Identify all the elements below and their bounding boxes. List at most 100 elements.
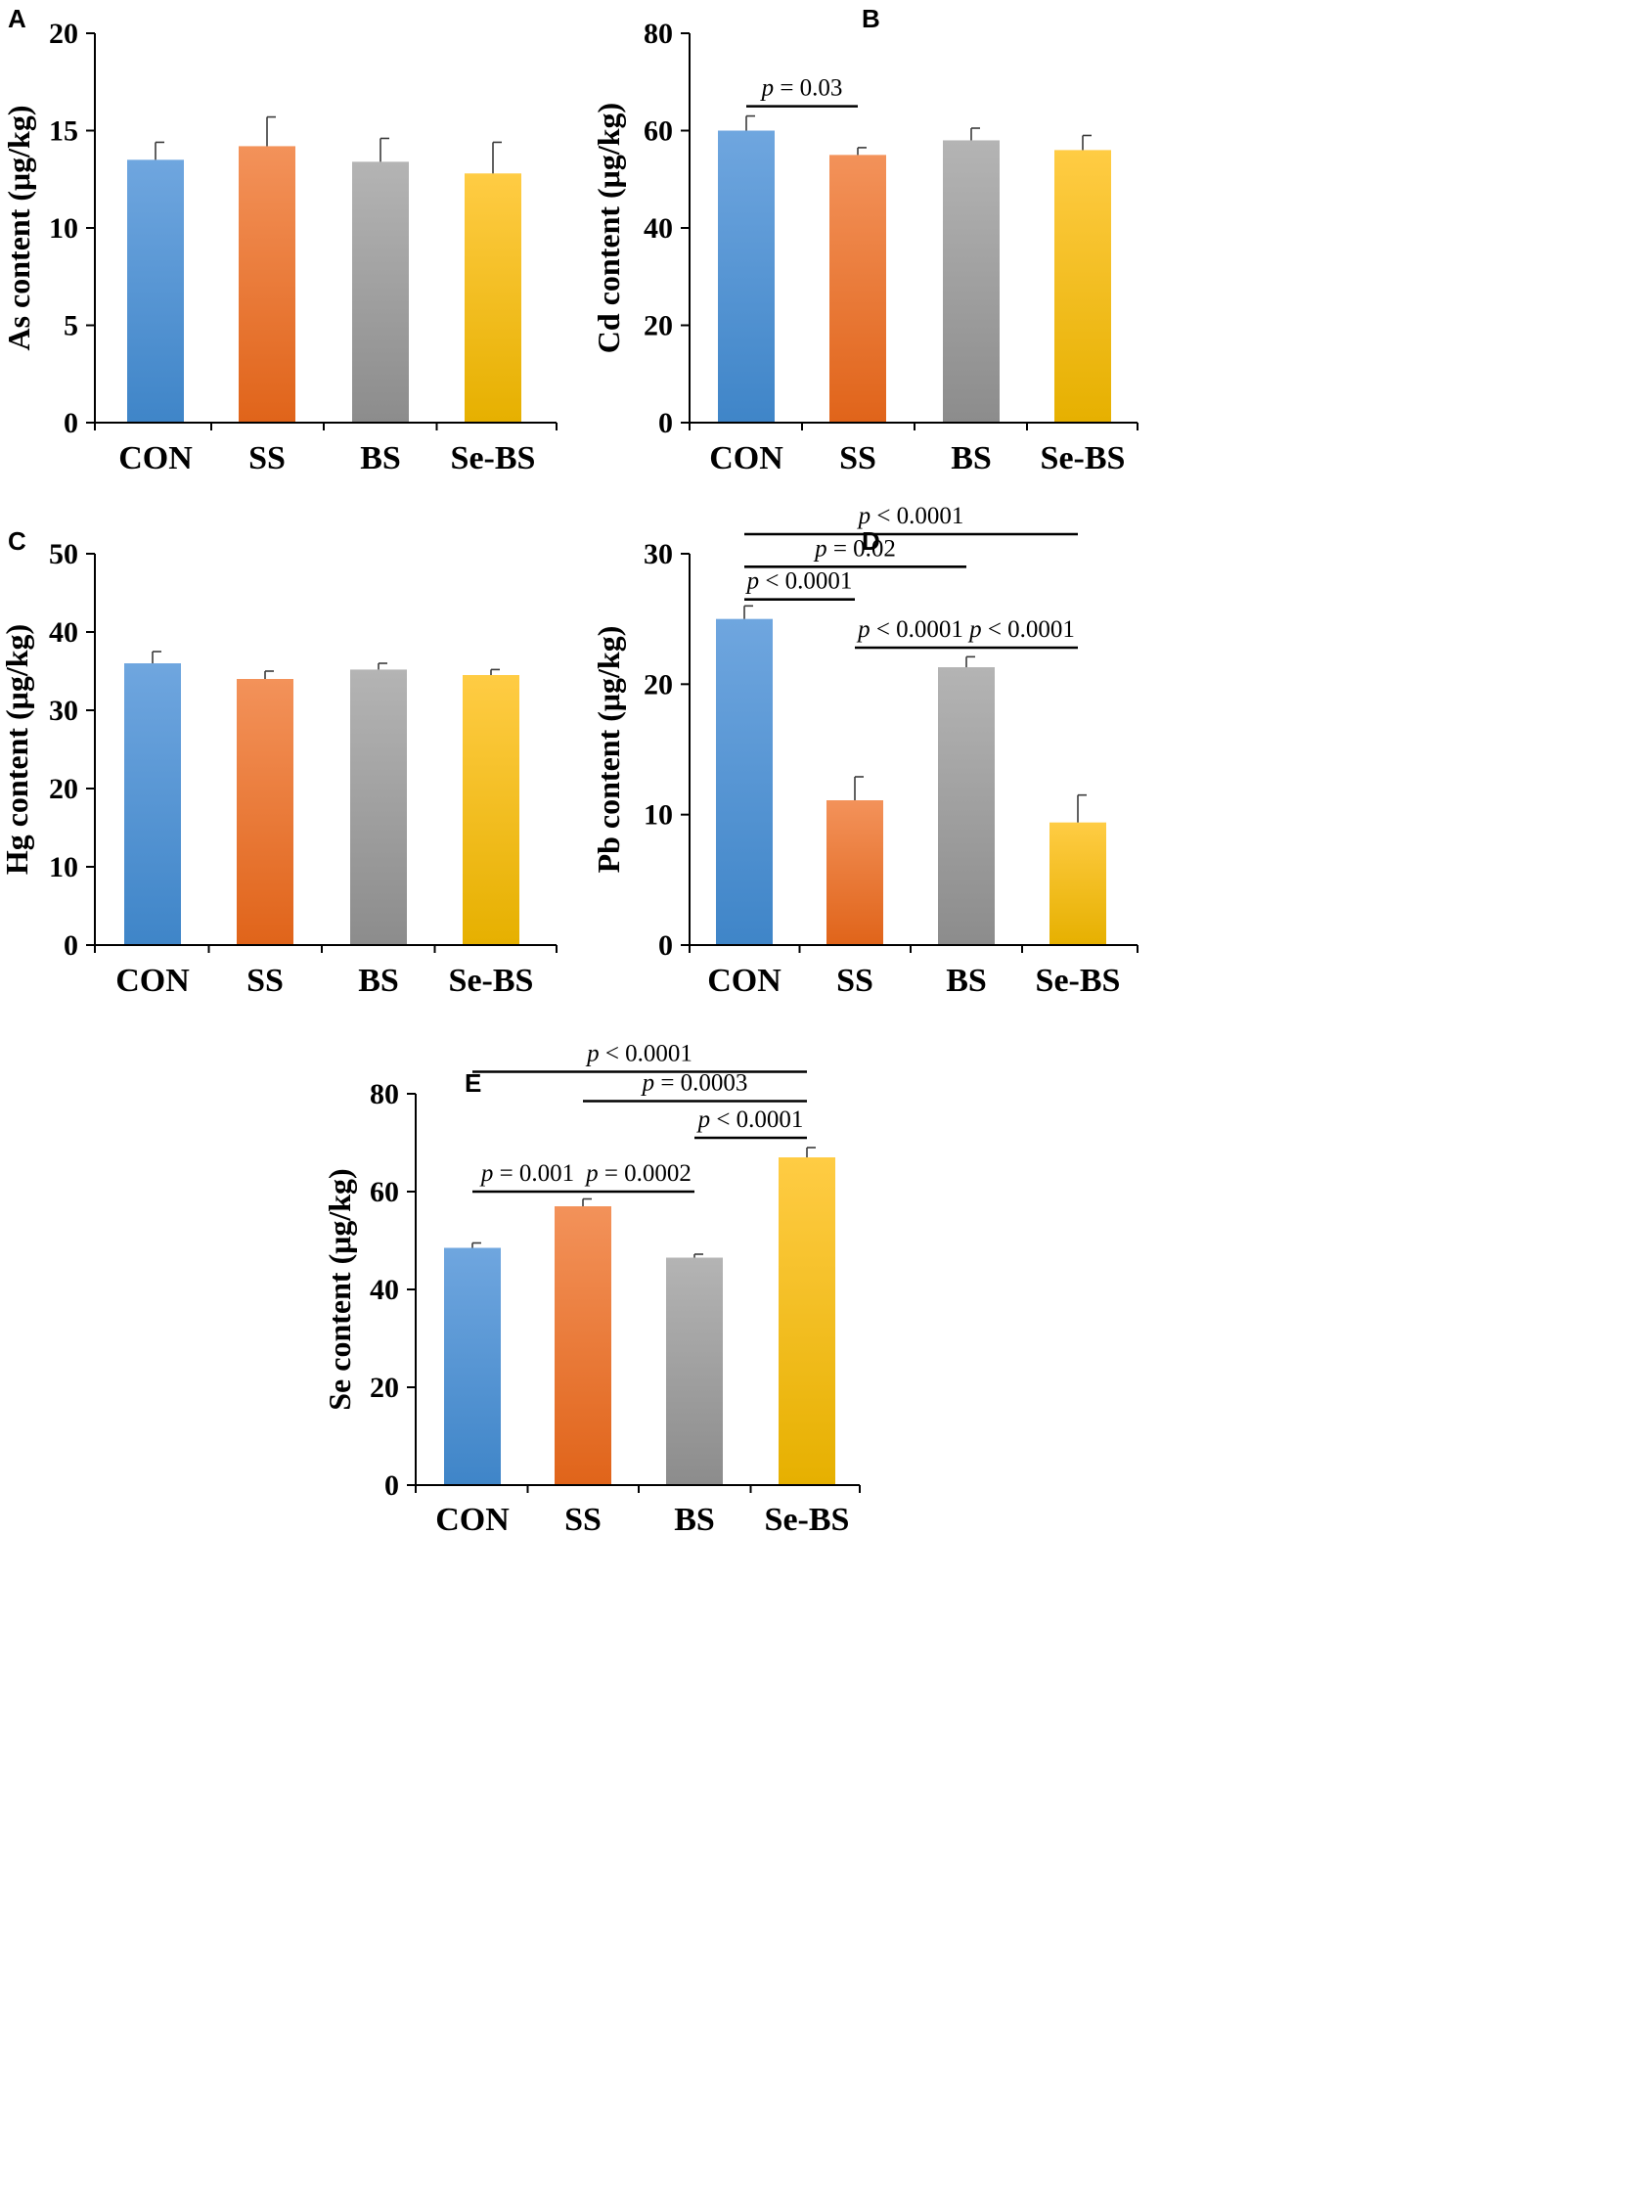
panel-e: E CON SS BS Se-BS 0 20 40 60 80 Se content (μg/kg)… bbox=[322, 1041, 861, 1538]
significance-label: p = 0.02 bbox=[813, 535, 896, 562]
p-symbol: p bbox=[696, 1106, 711, 1133]
significance-label: p = 0.0003 bbox=[641, 1070, 748, 1097]
x-tick-label-con: CON bbox=[118, 440, 193, 476]
x-tick-label-con: CON bbox=[709, 440, 783, 476]
panel-b: B CON SS BS Se-BS 0 20 40 60 80 Cd content (μg/kg)… bbox=[591, 4, 1139, 476]
bar-con bbox=[718, 130, 775, 423]
bar-bs bbox=[352, 161, 409, 423]
bar-ss bbox=[237, 679, 293, 945]
x-tick-label-ss: SS bbox=[248, 440, 286, 476]
p-relation: < bbox=[759, 568, 785, 595]
bar-ss bbox=[239, 146, 295, 424]
significance-label: p < 0.0001 bbox=[856, 616, 963, 643]
y-tick-label: 10 bbox=[49, 212, 78, 245]
significance-label: p < 0.0001 bbox=[585, 1041, 692, 1067]
p-value: 0.0001 bbox=[897, 503, 964, 529]
y-tick-label: 20 bbox=[49, 18, 78, 50]
significance-label: p = 0.001 bbox=[479, 1160, 574, 1187]
y-tick-label: 0 bbox=[658, 929, 673, 962]
bar-ss bbox=[829, 155, 886, 423]
p-symbol: p bbox=[857, 503, 871, 529]
y-tick-label: 5 bbox=[64, 310, 78, 342]
bar-ss bbox=[826, 800, 883, 945]
p-symbol: p bbox=[967, 616, 982, 643]
significance-label: p < 0.0001 bbox=[857, 503, 964, 529]
p-symbol: p bbox=[584, 1160, 599, 1187]
p-relation: = bbox=[774, 75, 800, 102]
p-symbol: p bbox=[813, 535, 827, 562]
panel-letter: B bbox=[862, 4, 880, 33]
p-symbol: p bbox=[585, 1041, 600, 1067]
x-tick-label-con: CON bbox=[115, 963, 190, 999]
bar-bs bbox=[943, 140, 1000, 423]
bar-con bbox=[444, 1247, 501, 1485]
p-value: 0.0003 bbox=[681, 1070, 748, 1097]
p-value: 0.0002 bbox=[624, 1160, 692, 1187]
bar-se-bs bbox=[465, 173, 521, 423]
x-tick-label-ss: SS bbox=[839, 440, 876, 476]
p-value: 0.0001 bbox=[896, 616, 963, 643]
y-tick-label: 10 bbox=[644, 799, 673, 832]
significance-label: p = 0.03 bbox=[760, 75, 843, 102]
p-relation: = bbox=[654, 1070, 681, 1097]
x-tick-label-se-bs: Se-BS bbox=[451, 440, 536, 476]
p-symbol: p bbox=[856, 616, 871, 643]
y-tick-label: 60 bbox=[644, 115, 673, 148]
x-tick-label-se-bs: Se-BS bbox=[449, 963, 534, 999]
y-tick-label: 30 bbox=[49, 695, 78, 727]
y-tick-label: 40 bbox=[644, 212, 673, 245]
y-axis-title: As content (μg/kg) bbox=[1, 105, 36, 350]
significance-label: p < 0.0001 bbox=[696, 1106, 804, 1133]
panel-letter: C bbox=[8, 526, 26, 556]
y-tick-label: 0 bbox=[384, 1469, 399, 1502]
y-axis-title: Pb content (μg/kg) bbox=[591, 626, 626, 874]
panel-letter: A bbox=[8, 4, 26, 33]
p-value: 0.001 bbox=[519, 1160, 574, 1187]
y-tick-label: 20 bbox=[644, 310, 673, 342]
p-value: 0.0001 bbox=[1007, 616, 1075, 643]
y-tick-label: 20 bbox=[370, 1372, 399, 1404]
bar-se-bs bbox=[1049, 822, 1106, 945]
bar-se-bs bbox=[463, 675, 519, 945]
y-axis-title: Cd content (μg/kg) bbox=[591, 103, 626, 353]
bar-se-bs bbox=[1054, 150, 1111, 423]
x-tick-label-bs: BS bbox=[360, 440, 401, 476]
x-tick-label-se-bs: Se-BS bbox=[1036, 963, 1121, 999]
p-value: 0.0001 bbox=[625, 1041, 692, 1067]
p-relation: < bbox=[982, 616, 1008, 643]
bar-bs bbox=[350, 669, 407, 945]
significance-label: p < 0.0001 bbox=[967, 616, 1075, 643]
p-value: 0.0001 bbox=[785, 568, 853, 595]
y-tick-label: 0 bbox=[64, 929, 78, 962]
p-relation: = bbox=[827, 535, 854, 562]
x-tick-label-con: CON bbox=[435, 1502, 510, 1538]
p-symbol: p bbox=[745, 568, 760, 595]
p-symbol: p bbox=[641, 1070, 655, 1097]
p-symbol: p bbox=[760, 75, 775, 102]
y-tick-label: 80 bbox=[370, 1078, 399, 1110]
p-relation: = bbox=[493, 1160, 519, 1187]
y-tick-label: 40 bbox=[370, 1274, 399, 1306]
bar-ss bbox=[555, 1206, 611, 1485]
y-tick-label: 0 bbox=[658, 407, 673, 439]
x-tick-label-ss: SS bbox=[836, 963, 873, 999]
p-value: 0.0001 bbox=[737, 1106, 804, 1133]
panel-letter: E bbox=[465, 1068, 481, 1098]
y-tick-label: 0 bbox=[64, 407, 78, 439]
x-tick-label-ss: SS bbox=[246, 963, 284, 999]
bar-con bbox=[124, 663, 181, 945]
x-tick-label-ss: SS bbox=[564, 1502, 602, 1538]
significance-label: p = 0.0002 bbox=[584, 1160, 692, 1187]
p-value: 0.02 bbox=[853, 535, 896, 562]
x-tick-label-bs: BS bbox=[951, 440, 992, 476]
y-axis-title: Hg content (μg/kg) bbox=[0, 624, 34, 875]
p-symbol: p bbox=[479, 1160, 494, 1187]
panel-c: C CON SS BS Se-BS 0 10 20 30 40 50 Hg content (μg/k… bbox=[0, 526, 558, 999]
x-tick-label-bs: BS bbox=[946, 963, 987, 999]
significance-label: p < 0.0001 bbox=[745, 568, 853, 595]
p-relation: < bbox=[710, 1106, 737, 1133]
x-tick-label-se-bs: Se-BS bbox=[765, 1502, 850, 1538]
p-relation: < bbox=[871, 503, 897, 529]
p-relation: < bbox=[600, 1041, 626, 1067]
